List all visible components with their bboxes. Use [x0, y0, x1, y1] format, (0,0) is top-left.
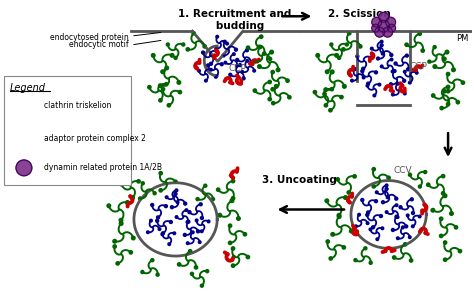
Text: dynamin related protein 1A/2B: dynamin related protein 1A/2B	[44, 163, 162, 172]
Circle shape	[372, 17, 382, 27]
Text: endocytosed protein: endocytosed protein	[50, 33, 129, 42]
Circle shape	[379, 12, 389, 22]
Text: 3. Uncoating: 3. Uncoating	[262, 175, 337, 185]
Text: CCV: CCV	[393, 166, 412, 175]
Text: CCP: CCP	[228, 64, 246, 73]
Text: CCP: CCP	[410, 62, 427, 71]
Circle shape	[383, 27, 392, 37]
FancyBboxPatch shape	[4, 76, 131, 185]
Circle shape	[375, 27, 385, 37]
Text: clathrin triskelion: clathrin triskelion	[44, 101, 111, 110]
Circle shape	[16, 160, 32, 176]
Circle shape	[378, 20, 390, 32]
Text: 1. Recruitment and
   budding: 1. Recruitment and budding	[178, 9, 292, 31]
Circle shape	[372, 24, 380, 32]
Text: endocytic motif: endocytic motif	[69, 40, 129, 50]
Text: 2. Scission: 2. Scission	[328, 9, 390, 19]
Text: Legend: Legend	[10, 83, 46, 93]
Circle shape	[386, 17, 396, 27]
Text: adaptor protein complex 2: adaptor protein complex 2	[44, 134, 146, 143]
Text: PM: PM	[456, 34, 469, 43]
Circle shape	[388, 24, 396, 32]
